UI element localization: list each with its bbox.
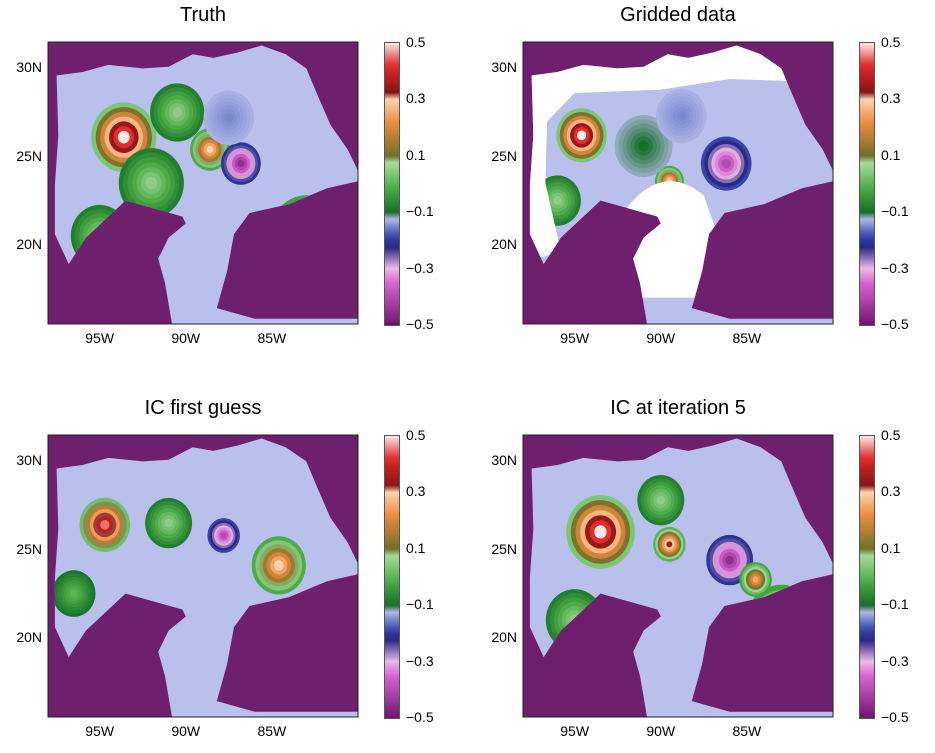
colorbar-tick-label: 0.5 <box>881 427 900 443</box>
colorbar-tick-label: −0.3 <box>881 653 909 669</box>
y-tick-label: 20N <box>483 236 517 252</box>
feature-2-contour-7 <box>667 541 673 547</box>
colorbar-tick-label: 0.3 <box>881 483 900 499</box>
feature-1-contour-7 <box>594 525 606 538</box>
feature-7-contour-7 <box>677 111 686 121</box>
y-tick-label: 25N <box>8 541 42 557</box>
feature-2-contour-7 <box>164 519 172 528</box>
feature-3-contour-7 <box>726 556 734 565</box>
chart-panel-3: IC first guess 30N 25N 20N 95W 90W 85W 0.5 0.3 0.… <box>0 393 460 753</box>
colorbar-tick-label: 0.1 <box>881 540 900 556</box>
colorbar-tick-label: 0.5 <box>406 34 425 50</box>
y-tick-label: 25N <box>483 541 517 557</box>
colorbar <box>384 42 400 326</box>
colorbar-tick-label: 0.3 <box>881 90 900 106</box>
feature-1-contour-7 <box>100 520 109 530</box>
colorbar-tick-label: −0.5 <box>881 709 909 725</box>
feature-5-contour-7 <box>638 140 648 151</box>
feature-2-contour-7 <box>206 146 213 154</box>
feature-4-contour-7 <box>274 560 284 570</box>
y-tick-label: 25N <box>483 148 517 164</box>
x-tick-label: 85W <box>247 723 297 739</box>
colorbar-tick-label: 0.1 <box>881 147 900 163</box>
x-tick-label: 95W <box>550 330 600 346</box>
x-tick-label: 90W <box>636 723 686 739</box>
feature-3-contour-7 <box>221 532 227 538</box>
x-tick-label: 95W <box>75 723 125 739</box>
x-tick-label: 90W <box>636 330 686 346</box>
feature-7-contour-7 <box>70 589 78 597</box>
feature-5-contour-7 <box>753 576 759 582</box>
x-tick-label: 85W <box>722 723 772 739</box>
y-tick-label: 30N <box>483 452 517 468</box>
y-tick-label: 30N <box>8 452 42 468</box>
feature-8-contour-7 <box>224 113 233 123</box>
y-tick-label: 20N <box>8 236 42 252</box>
colorbar-tick-label: 0.5 <box>406 427 425 443</box>
chart-panel-2: Gridded data 30N 25N 20N 95W 90W 85W 0.5 0.3 0.1−… <box>475 0 935 360</box>
y-tick-label: 25N <box>8 148 42 164</box>
colorbar <box>859 435 875 719</box>
feature-7-contour-7 <box>657 496 665 505</box>
y-tick-label: 30N <box>8 59 42 75</box>
colorbar-tick-label: −0.1 <box>406 203 434 219</box>
colorbar-tick-label: −0.5 <box>406 709 434 725</box>
feature-1-contour-7 <box>118 131 130 144</box>
colorbar-tick-label: −0.5 <box>881 316 909 332</box>
chart-panel-1: Truth 30N 25N 20N 95W 90W 85W 0.5 0.3 0.1 −0.1 −0.3… <box>0 0 460 360</box>
x-tick-label: 85W <box>247 330 297 346</box>
colorbar-tick-label: −0.1 <box>881 596 909 612</box>
colorbar-tick-label: −0.3 <box>406 260 434 276</box>
x-tick-label: 90W <box>161 330 211 346</box>
y-tick-label: 20N <box>483 629 517 645</box>
x-tick-label: 95W <box>75 330 125 346</box>
feature-1-contour-7 <box>577 131 586 141</box>
x-tick-label: 90W <box>161 723 211 739</box>
feature-4-contour-7 <box>145 177 157 190</box>
colorbar <box>859 42 875 326</box>
y-tick-label: 20N <box>8 629 42 645</box>
colorbar-tick-label: 0.1 <box>406 147 425 163</box>
colorbar-tick-label: −0.1 <box>881 203 909 219</box>
feature-3-contour-7 <box>722 159 731 169</box>
colorbar-tick-label: −0.5 <box>406 316 434 332</box>
colorbar <box>384 435 400 719</box>
colorbar-tick-label: −0.3 <box>406 653 434 669</box>
x-tick-label: 95W <box>550 723 600 739</box>
x-tick-label: 85W <box>722 330 772 346</box>
colorbar-tick-label: 0.1 <box>406 540 425 556</box>
colorbar-tick-label: −0.3 <box>881 260 909 276</box>
colorbar-tick-label: −0.1 <box>406 596 434 612</box>
chart-panel-4: IC at iteration 5 30N 25N 20N 95W 90W 85W 0.5 0.… <box>475 393 935 753</box>
colorbar-tick-label: 0.5 <box>881 34 900 50</box>
y-tick-label: 30N <box>483 59 517 75</box>
colorbar-tick-label: 0.3 <box>406 483 425 499</box>
feature-7-contour-7 <box>172 107 182 117</box>
colorbar-tick-label: 0.3 <box>406 90 425 106</box>
feature-6-contour-7 <box>553 196 561 205</box>
feature-3-contour-7 <box>237 160 244 168</box>
